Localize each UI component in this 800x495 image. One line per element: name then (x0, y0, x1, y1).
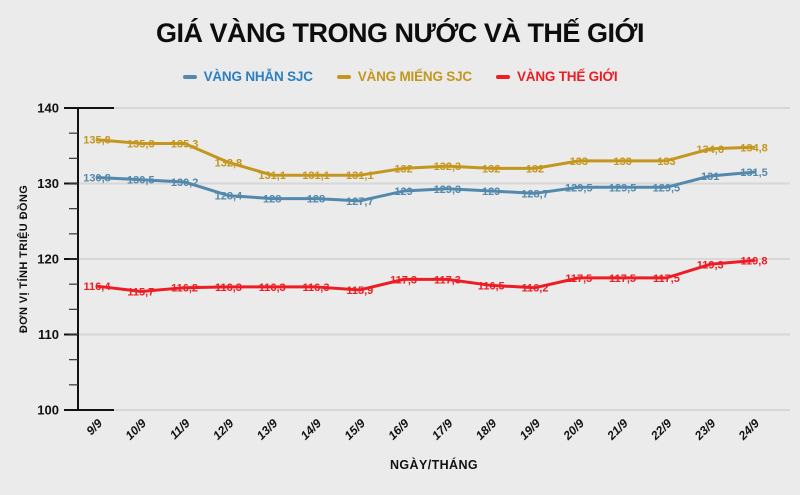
data-label: 133 (613, 156, 631, 168)
legend-label: VÀNG THẾ GIỚI (516, 69, 618, 84)
data-label: 133 (657, 156, 675, 168)
data-label: 132 (526, 163, 544, 175)
data-label: 129,5 (653, 182, 681, 194)
data-label: 116,2 (171, 283, 198, 295)
data-label: 135,8 (83, 135, 111, 147)
x-tick-label: 21/9 (604, 416, 631, 443)
x-tick-label: 9/9 (83, 416, 105, 438)
data-label: 134,6 (696, 144, 724, 156)
data-label: 133 (570, 156, 588, 168)
y-tick-label: 100 (37, 403, 59, 418)
data-label: 129 (482, 186, 500, 198)
data-label: 117,3 (390, 274, 417, 286)
legend-marker-gold-icon (336, 74, 351, 79)
x-tick-label: 24/9 (735, 416, 762, 443)
x-tick-label: 23/9 (691, 416, 718, 443)
legend-item-vang-mieng-sjc: VÀNG MIẾNG SJC (336, 69, 472, 84)
chart-legend: VÀNG NHẪN SJC VÀNG MIẾNG SJC VÀNG THẾ GI… (0, 69, 800, 84)
data-label: 131,1 (258, 170, 286, 182)
data-label: 129,5 (609, 182, 637, 194)
x-tick-label: 13/9 (254, 416, 281, 443)
data-label: 129,5 (565, 182, 593, 194)
series-line-vàng-miếng-sjc (95, 138, 756, 177)
data-label: 130,8 (83, 172, 111, 184)
legend-label: VÀNG MIẾNG SJC (357, 69, 472, 84)
data-label: 119,8 (741, 256, 768, 268)
data-label: 129 (394, 186, 412, 198)
y-axis-title: ĐƠN VỊ TÍNH TRIỆU ĐỒNG (17, 185, 30, 333)
data-label: 116,2 (522, 283, 549, 295)
x-tick-label: 17/9 (429, 416, 456, 443)
data-label: 116,5 (478, 280, 505, 292)
legend-item-vang-nhan-sjc: VÀNG NHẪN SJC (182, 69, 313, 84)
x-tick-label: 11/9 (167, 416, 193, 442)
x-tick-label: 20/9 (560, 416, 587, 443)
data-label: 115,7 (127, 286, 154, 298)
legend-marker-blue-icon (182, 74, 197, 79)
series-line-vàng-nhẫn-sjc (95, 170, 756, 203)
y-tick-label: 110 (38, 327, 59, 342)
data-label: 116,3 (259, 282, 286, 294)
x-tick-label: 16/9 (385, 416, 412, 443)
data-label: 130,5 (127, 175, 155, 187)
data-label: 132 (394, 163, 412, 175)
data-label: 131 (701, 171, 719, 183)
series-line-vàng-thế-giới (95, 259, 756, 293)
data-label: 127,7 (346, 196, 374, 208)
y-tick-label: 130 (37, 176, 59, 191)
y-tick-label: 140 (37, 101, 59, 116)
data-label: 135,3 (127, 138, 155, 150)
legend-marker-red-icon (495, 74, 510, 79)
chart-title: GIÁ VÀNG TRONG NƯỚC VÀ THẾ GIỚI (156, 18, 644, 48)
data-label: 130,2 (171, 177, 199, 189)
x-tick-label: 22/9 (647, 416, 674, 443)
data-label: 117,5 (609, 273, 636, 285)
legend-label: VÀNG NHẪN SJC (203, 69, 313, 84)
x-tick-label: 14/9 (298, 416, 325, 443)
data-label: 129,3 (434, 184, 462, 196)
data-label: 117,5 (565, 273, 592, 285)
data-label: 132,3 (434, 161, 462, 173)
data-label: 128,4 (215, 191, 243, 203)
x-tick-label: 15/9 (342, 416, 369, 443)
legend-item-vang-the-gioi: VÀNG THẾ GIỚI (495, 69, 618, 84)
x-tick-label: 19/9 (517, 416, 544, 443)
x-tick-label: 10/9 (123, 416, 150, 443)
data-label: 132 (482, 163, 500, 175)
data-label: 132,8 (215, 157, 243, 169)
data-label: 116,3 (215, 282, 242, 294)
x-axis-title: NGÀY/THÁNG (390, 457, 478, 472)
data-label: 134,8 (740, 142, 768, 154)
data-label: 115,9 (346, 285, 373, 297)
data-label: 116,3 (303, 282, 330, 294)
data-label: 117,3 (434, 274, 461, 286)
x-tick-label: 12/9 (210, 416, 237, 443)
data-label: 128,7 (521, 188, 549, 200)
data-label: 131,1 (302, 170, 330, 182)
y-tick-label: 120 (37, 252, 59, 267)
data-label: 128 (307, 194, 325, 206)
data-label: 131,1 (346, 170, 374, 182)
data-label: 135,3 (171, 138, 199, 150)
data-label: 116,4 (84, 281, 112, 293)
data-label: 128 (263, 194, 281, 206)
data-label: 117,5 (653, 273, 680, 285)
x-tick-label: 18/9 (473, 416, 500, 443)
data-label: 131,5 (740, 167, 768, 179)
data-label: 119,3 (697, 259, 724, 271)
